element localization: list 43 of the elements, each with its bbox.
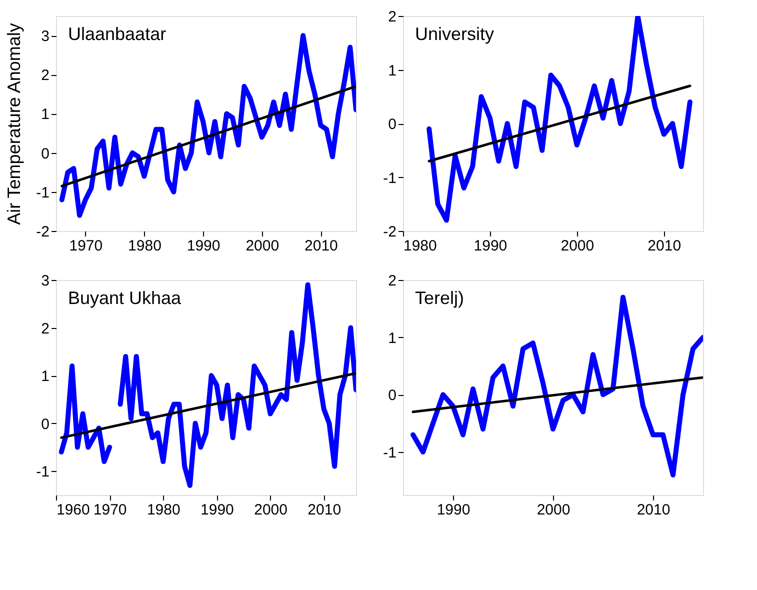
y-tick-label: 1 — [41, 368, 50, 386]
x-tick-label: 1960 — [56, 502, 90, 518]
y-tick-label: 2 — [41, 67, 50, 84]
y-tick-label: 3 — [41, 28, 50, 46]
x-tick-label: 2010 — [648, 238, 682, 254]
y-tick-label: 0 — [41, 145, 50, 162]
y-tick-label: -2 — [383, 224, 396, 240]
x-tick-label: 2010 — [308, 502, 342, 518]
y-tick-label: 1 — [388, 330, 396, 347]
x-tick-label: 2010 — [636, 502, 670, 518]
chart-title: University — [415, 24, 494, 44]
y-tick-label: 2 — [41, 320, 50, 338]
x-tick-label: 1990 — [186, 238, 220, 254]
x-tick-label: 2000 — [246, 238, 280, 254]
x-tick-label: 2000 — [560, 238, 594, 254]
x-tick-label: 2010 — [304, 238, 338, 254]
y-tick-label: 0 — [41, 416, 50, 433]
chart-title: Buyant Ukhaa — [68, 288, 182, 308]
x-tick-label: 1970 — [69, 238, 103, 254]
y-tick-label: 1 — [388, 62, 396, 80]
x-tick-label: 2000 — [254, 502, 288, 518]
y-tick-label: 3 — [41, 272, 50, 290]
x-tick-label: 1990 — [436, 502, 470, 518]
y-tick-label: 1 — [41, 106, 50, 124]
chart-title: Terelj) — [415, 288, 464, 308]
y-tick-label: 2 — [388, 8, 396, 26]
x-tick-label: 1990 — [474, 238, 508, 254]
y-tick-label: -2 — [36, 224, 50, 240]
y-tick-label: 2 — [388, 272, 396, 290]
x-tick-label: 1990 — [200, 502, 234, 518]
y-tick-label: -1 — [36, 184, 50, 202]
chart-title: Ulaanbaatar — [68, 24, 166, 44]
x-tick-label: 1980 — [128, 238, 162, 254]
x-tick-label: 2000 — [536, 502, 570, 518]
x-tick-label: 1970 — [93, 502, 127, 518]
y-tick-label: 0 — [388, 387, 396, 404]
y-axis-title: Air Temperature Anomaly — [4, 23, 24, 225]
y-tick-label: 0 — [388, 116, 396, 133]
x-tick-label: 1980 — [146, 502, 180, 518]
x-tick-label: 1980 — [404, 238, 437, 254]
y-tick-label: -1 — [36, 464, 50, 481]
y-tick-label: -1 — [383, 170, 396, 187]
y-tick-label: -1 — [383, 444, 396, 462]
